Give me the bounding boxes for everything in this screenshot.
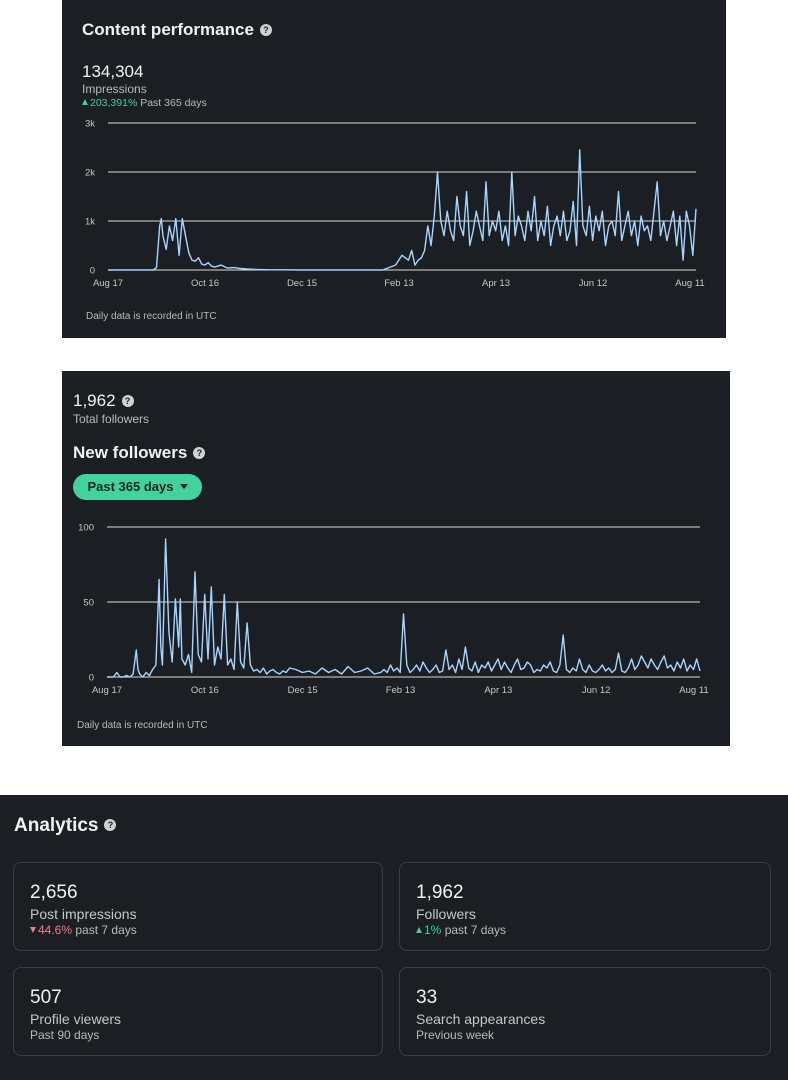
x-tick-label: Dec 15 bbox=[288, 685, 318, 696]
impressions-total: 134,304 bbox=[82, 62, 144, 81]
y-tick-label: 3k bbox=[85, 119, 95, 130]
triangle-up-icon bbox=[416, 927, 422, 933]
x-tick-label: Aug 17 bbox=[92, 685, 122, 696]
profile-viewers-card[interactable]: 507 Profile viewers Past 90 days bbox=[13, 967, 383, 1056]
content-performance-title: Content performance bbox=[82, 20, 254, 39]
followers-card[interactable]: 1,962 Followers 1% past 7 days bbox=[399, 862, 771, 951]
x-tick-label: Jun 12 bbox=[579, 278, 608, 289]
y-tick-label: 50 bbox=[83, 598, 94, 609]
card-value: 33 bbox=[416, 987, 438, 1008]
y-tick-label: 1k bbox=[85, 217, 95, 228]
total-followers-label: Total followers bbox=[73, 412, 150, 426]
card-label: Followers bbox=[416, 906, 476, 922]
x-tick-label: Feb 13 bbox=[386, 685, 416, 696]
impressions-change-period: Past 365 days bbox=[140, 97, 207, 109]
y-axis-ticks: 0 1k 2k 3k bbox=[85, 119, 95, 277]
x-tick-label: Apr 13 bbox=[484, 685, 512, 696]
card-label: Search appearances bbox=[416, 1011, 546, 1027]
x-tick-label: Apr 13 bbox=[482, 278, 510, 289]
help-icon[interactable]: ? bbox=[121, 394, 134, 407]
triangle-down-icon bbox=[30, 927, 36, 933]
card-period: Previous week bbox=[416, 1028, 495, 1042]
help-icon[interactable]: ? bbox=[104, 818, 117, 831]
range-dropdown[interactable]: Past 365 days bbox=[73, 474, 202, 500]
chart-gridlines bbox=[107, 526, 700, 678]
y-tick-label: 100 bbox=[78, 523, 94, 534]
search-appearances-card[interactable]: 33 Search appearances Previous week bbox=[399, 967, 771, 1056]
y-tick-label: 0 bbox=[90, 266, 95, 277]
analytics-title: Analytics bbox=[14, 815, 99, 836]
x-tick-label: Aug 17 bbox=[93, 278, 123, 289]
content-performance-header: Content performance? bbox=[82, 20, 272, 40]
card-change: 1% past 7 days bbox=[416, 923, 506, 937]
impressions-line bbox=[108, 149, 697, 271]
post-impressions-card[interactable]: 2,656 Post impressions 44.6% past 7 days bbox=[13, 862, 383, 951]
chart-gridlines bbox=[108, 122, 696, 271]
analytics-panel: Analytics? 2,656 Post impressions 44.6% … bbox=[0, 795, 788, 1080]
triangle-up-icon bbox=[82, 99, 88, 105]
new-followers-title: New followers bbox=[73, 443, 188, 462]
y-tick-label: 2k bbox=[85, 168, 95, 179]
total-followers-value: 1,962 bbox=[73, 391, 116, 410]
content-performance-panel: Content performance? 134,304 Impressions… bbox=[62, 0, 726, 338]
impressions-chart[interactable]: 0 1k 2k 3k Aug 17 Oct 16 Dec 15 Feb 13 Apr 13 Ju… bbox=[62, 0, 726, 338]
chart-footnote: Daily data is recorded in UTC bbox=[86, 311, 217, 322]
x-tick-label: Aug 11 bbox=[675, 278, 704, 289]
help-icon[interactable]: ? bbox=[259, 23, 272, 36]
card-value: 2,656 bbox=[30, 882, 78, 903]
card-change-period: past 7 days bbox=[444, 923, 507, 937]
range-dropdown-label: Past 365 days bbox=[87, 479, 174, 494]
help-icon[interactable]: ? bbox=[193, 446, 206, 459]
new-followers-header: New followers? bbox=[73, 443, 206, 463]
impressions-label: Impressions bbox=[82, 82, 147, 96]
card-label: Profile viewers bbox=[30, 1011, 122, 1027]
total-followers-value-row: 1,962? bbox=[73, 391, 134, 411]
card-value: 507 bbox=[30, 987, 62, 1008]
card-value: 1,962 bbox=[416, 882, 464, 903]
card-change-value: 44.6% bbox=[38, 923, 73, 937]
followers-chart[interactable]: 0 50 100 Aug 17 Oct 16 Dec 15 Feb 13 Apr 13 Jun… bbox=[62, 371, 730, 746]
x-axis-ticks: Aug 17 Oct 16 Dec 15 Feb 13 Apr 13 Jun 12 Aug … bbox=[92, 685, 709, 696]
y-tick-label: 0 bbox=[89, 673, 94, 684]
x-tick-label: Jun 12 bbox=[582, 685, 611, 696]
x-tick-label: Feb 13 bbox=[384, 278, 414, 289]
impressions-change: 203,391% Past 365 days bbox=[82, 97, 207, 109]
followers-panel: 1,962? Total followers New followers? Pa… bbox=[62, 371, 730, 746]
card-change: 44.6% past 7 days bbox=[30, 923, 137, 937]
card-change-period: past 7 days bbox=[75, 923, 137, 937]
caret-down-icon bbox=[179, 484, 188, 489]
card-label: Post impressions bbox=[30, 906, 137, 922]
y-axis-ticks: 0 50 100 bbox=[78, 523, 94, 684]
x-tick-label: Oct 16 bbox=[191, 278, 219, 289]
x-tick-label: Dec 15 bbox=[287, 278, 317, 289]
x-axis-ticks: Aug 17 Oct 16 Dec 15 Feb 13 Apr 13 Jun 12 Aug … bbox=[93, 278, 705, 289]
chart-footnote: Daily data is recorded in UTC bbox=[77, 720, 208, 731]
card-change-value: 1% bbox=[424, 923, 442, 937]
x-tick-label: Oct 16 bbox=[191, 685, 219, 696]
card-period: Past 90 days bbox=[30, 1028, 100, 1042]
new-followers-line bbox=[107, 538, 701, 678]
impressions-change-value: 203,391% bbox=[90, 97, 138, 109]
analytics-header: Analytics? bbox=[14, 815, 117, 837]
x-tick-label: Aug 11 bbox=[679, 685, 708, 696]
